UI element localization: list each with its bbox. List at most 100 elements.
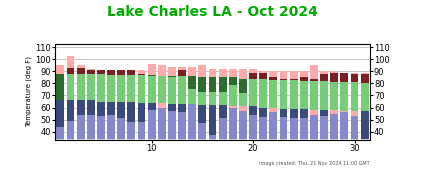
Bar [158, 65, 166, 139]
Bar [178, 76, 186, 104]
Bar [107, 115, 115, 139]
Bar [340, 73, 348, 82]
Bar [320, 71, 328, 139]
Bar [107, 75, 115, 102]
Bar [76, 65, 85, 139]
Bar [219, 69, 227, 139]
Bar [229, 107, 237, 139]
Bar [87, 115, 95, 139]
Bar [209, 77, 216, 105]
Text: Lake Charles LA - Oct 2024: Lake Charles LA - Oct 2024 [107, 5, 318, 19]
Bar [178, 112, 186, 139]
Bar [178, 104, 186, 112]
Bar [249, 106, 257, 115]
Bar [340, 139, 348, 140]
Bar [107, 139, 115, 140]
Bar [158, 76, 166, 103]
Bar [259, 71, 267, 139]
Bar [320, 81, 328, 110]
Bar [330, 71, 338, 139]
Bar [330, 82, 338, 110]
Bar [168, 76, 176, 104]
Bar [188, 139, 196, 140]
Bar [300, 139, 308, 140]
Bar [66, 68, 74, 74]
Bar [57, 65, 64, 139]
Bar [320, 116, 328, 139]
Bar [138, 75, 145, 103]
Bar [198, 65, 206, 139]
Bar [117, 70, 125, 139]
Bar [300, 81, 308, 109]
Bar [239, 139, 247, 140]
Bar [280, 109, 287, 117]
Bar [320, 139, 328, 140]
Bar [249, 115, 257, 139]
Bar [351, 74, 359, 82]
Bar [300, 77, 308, 81]
Bar [219, 92, 227, 105]
Bar [107, 75, 115, 102]
Bar [168, 139, 176, 140]
Bar [269, 77, 278, 80]
Bar [361, 83, 368, 111]
Bar [76, 74, 85, 100]
Bar [66, 100, 74, 121]
Bar [188, 67, 196, 139]
Bar [168, 77, 176, 104]
Bar [57, 100, 64, 127]
Bar [259, 79, 267, 107]
Bar [97, 70, 105, 139]
Bar [351, 116, 359, 139]
Bar [239, 93, 247, 106]
Bar [229, 69, 237, 139]
Bar [320, 81, 328, 110]
Bar [351, 82, 359, 111]
Bar [269, 112, 278, 139]
Bar [249, 69, 257, 139]
Bar [87, 139, 95, 140]
Bar [310, 65, 318, 139]
Bar [97, 70, 105, 74]
Bar [219, 105, 227, 118]
Bar [147, 103, 156, 110]
Bar [117, 70, 125, 75]
Bar [117, 118, 125, 139]
Bar [198, 105, 206, 123]
Bar [290, 80, 298, 109]
Bar [198, 77, 206, 105]
Bar [138, 122, 145, 139]
Bar [138, 74, 145, 75]
Bar [340, 112, 348, 139]
Bar [138, 70, 145, 139]
Bar [128, 122, 135, 139]
Bar [229, 77, 237, 106]
Bar [66, 74, 74, 100]
Bar [128, 139, 135, 140]
Bar [361, 83, 368, 111]
Text: Image created: Thu, 21 Nov 2024 11:00 GMT: Image created: Thu, 21 Nov 2024 11:00 GM… [259, 161, 370, 166]
Bar [300, 81, 308, 109]
Bar [198, 139, 206, 140]
Bar [310, 115, 318, 139]
Bar [229, 139, 237, 140]
Bar [259, 73, 267, 79]
Bar [209, 139, 216, 140]
Bar [87, 100, 95, 115]
Bar [330, 82, 338, 110]
Bar [229, 85, 237, 106]
Bar [310, 139, 318, 140]
Bar [117, 75, 125, 102]
Bar [76, 68, 85, 74]
Bar [117, 139, 125, 140]
Bar [66, 121, 74, 139]
Bar [239, 79, 247, 106]
Bar [138, 103, 145, 122]
Bar [351, 139, 359, 140]
Bar [97, 116, 105, 139]
Bar [147, 75, 156, 103]
Bar [330, 139, 338, 140]
Bar [97, 139, 105, 140]
Bar [300, 109, 308, 118]
Bar [340, 73, 348, 139]
